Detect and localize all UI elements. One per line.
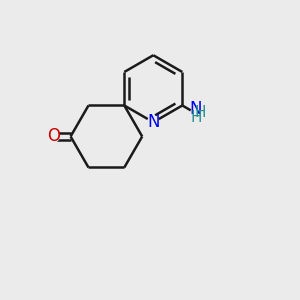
Circle shape — [190, 108, 201, 119]
Circle shape — [148, 116, 159, 128]
Text: H: H — [195, 105, 206, 120]
Circle shape — [47, 131, 59, 142]
Text: N: N — [147, 113, 160, 131]
Text: N: N — [190, 100, 202, 118]
Text: O: O — [47, 128, 60, 146]
Text: H: H — [190, 110, 202, 125]
